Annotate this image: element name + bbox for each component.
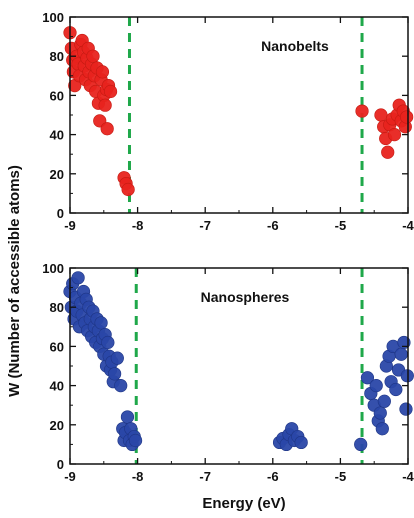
data-point bbox=[381, 145, 395, 159]
x-tick-label: -9 bbox=[64, 218, 76, 233]
x-tick-label: -7 bbox=[199, 218, 211, 233]
data-point bbox=[294, 435, 308, 450]
y-tick-label: 0 bbox=[57, 457, 64, 472]
data-point bbox=[94, 316, 108, 330]
data-point bbox=[387, 128, 402, 142]
y-tick-label: 100 bbox=[42, 261, 64, 276]
x-tick-label: -4 bbox=[402, 469, 414, 484]
y-axis-label: W (Number of accessible atoms) bbox=[6, 165, 23, 397]
y-tick-label: 60 bbox=[50, 339, 64, 354]
panel-annotation: Nanospheres bbox=[201, 289, 290, 305]
data-point bbox=[128, 433, 143, 448]
panel-annotation: Nanobelts bbox=[261, 38, 329, 54]
x-tick-label: -6 bbox=[267, 469, 279, 484]
data-point bbox=[369, 379, 383, 393]
x-tick-label: -4 bbox=[402, 218, 414, 233]
y-tick-label: 80 bbox=[50, 49, 64, 64]
y-tick-label: 0 bbox=[57, 206, 64, 221]
y-tick-label: 60 bbox=[50, 88, 64, 103]
x-tick-label: -8 bbox=[132, 469, 144, 484]
data-point bbox=[375, 422, 389, 436]
data-point bbox=[377, 394, 391, 408]
y-tick-label: 20 bbox=[50, 418, 64, 433]
x-tick-label: -8 bbox=[132, 218, 144, 233]
data-point bbox=[397, 335, 411, 350]
y-tick-label: 20 bbox=[50, 167, 64, 182]
y-tick-label: 40 bbox=[50, 128, 64, 143]
data-point bbox=[389, 382, 403, 397]
x-tick-label: -5 bbox=[335, 469, 347, 484]
data-point bbox=[101, 335, 115, 350]
x-tick-label: -5 bbox=[335, 218, 347, 233]
data-point bbox=[394, 347, 408, 361]
data-point bbox=[100, 122, 114, 136]
x-tick-label: -9 bbox=[64, 469, 76, 484]
data-point bbox=[399, 402, 413, 416]
x-tick-label: -7 bbox=[199, 469, 211, 484]
data-point bbox=[360, 371, 375, 385]
data-point bbox=[400, 110, 414, 124]
data-point bbox=[374, 108, 388, 122]
data-point bbox=[373, 406, 387, 420]
data-point bbox=[354, 437, 368, 452]
data-point bbox=[121, 182, 135, 197]
panel-1: -9 -8 -7 -6 -5 -4 0 20 40 60 80 100 Nanospheres bbox=[42, 261, 414, 484]
data-point bbox=[108, 367, 122, 381]
data-point bbox=[86, 49, 100, 63]
y-tick-label: 40 bbox=[50, 379, 64, 394]
data-point bbox=[110, 351, 124, 365]
data-point bbox=[120, 410, 135, 424]
y-tick-label: 80 bbox=[50, 300, 64, 315]
data-point bbox=[114, 379, 128, 393]
data-point bbox=[103, 84, 118, 99]
x-tick-label: -6 bbox=[267, 218, 279, 233]
panel-0: -9 -8 -7 -6 -5 -4 0 20 40 60 80 100 Nanobelts bbox=[42, 10, 414, 233]
data-point bbox=[98, 98, 112, 112]
x-axis-label: Energy (eV) bbox=[202, 495, 285, 512]
data-point bbox=[95, 65, 110, 79]
data-point bbox=[355, 104, 369, 118]
y-tick-label: 100 bbox=[42, 10, 64, 25]
data-point bbox=[71, 271, 85, 285]
